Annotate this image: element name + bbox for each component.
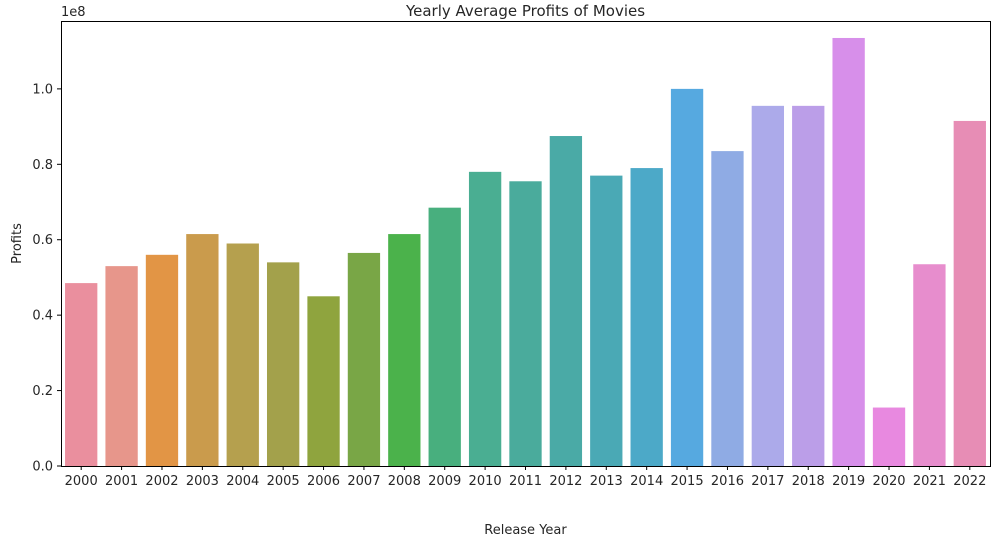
- bar-2012: [549, 136, 583, 466]
- x-tick-label: 2012: [549, 474, 582, 489]
- bar-2011: [509, 181, 542, 466]
- x-axis-label: Release Year: [484, 523, 567, 538]
- bar-2006: [307, 296, 340, 466]
- y-tick-label: 0.4: [32, 309, 53, 324]
- x-tick-label: 2017: [751, 474, 784, 489]
- x-tick-label: 2007: [347, 474, 380, 489]
- x-tick-label: 2003: [186, 474, 219, 489]
- bar-2000: [65, 283, 98, 466]
- bar-2018: [792, 105, 825, 467]
- y-tick-label: 0.8: [32, 158, 53, 173]
- x-tick-label: 2018: [792, 474, 825, 489]
- bar-2008: [388, 234, 421, 466]
- x-tick-label: 2019: [832, 474, 865, 489]
- y-axis-ticks: 0.0 0.2 0.4 0.6 0.8 1.0: [32, 82, 61, 475]
- bar-2003: [186, 234, 219, 466]
- y-tick-label: 0.0: [32, 460, 53, 475]
- bar-2002: [145, 254, 179, 466]
- y-axis-label: Profits: [10, 223, 25, 264]
- x-tick-label: 2020: [872, 474, 905, 489]
- x-tick-label: 2014: [630, 474, 663, 489]
- bar-2001: [105, 266, 138, 466]
- bar-2014: [630, 168, 663, 466]
- x-tick-label: 2009: [428, 474, 461, 489]
- bar-2021: [913, 264, 946, 466]
- x-tick-label: 2011: [509, 474, 542, 489]
- x-tick-label: 2002: [145, 474, 178, 489]
- bar-2009: [428, 207, 461, 467]
- bar-2017: [751, 105, 785, 467]
- bar-2005: [266, 262, 300, 466]
- x-tick-label: 2000: [65, 474, 98, 489]
- x-tick-label: 2022: [953, 474, 986, 489]
- bar-2015: [670, 88, 704, 467]
- x-tick-label: 2008: [388, 474, 421, 489]
- chart-title: Yearly Average Profits of Movies: [405, 2, 645, 20]
- y-tick-label: 1.0: [32, 82, 53, 97]
- bar-2016: [711, 151, 744, 466]
- x-tick-label: 2006: [307, 474, 340, 489]
- bar-2007: [347, 252, 381, 466]
- bar-2013: [590, 175, 623, 466]
- y-tick-label: 0.6: [32, 233, 53, 248]
- bar-2010: [468, 171, 502, 466]
- bar-2004: [226, 243, 259, 466]
- bar-2020: [872, 407, 906, 466]
- y-tick-label: 0.2: [32, 384, 53, 399]
- x-tick-label: 2016: [711, 474, 744, 489]
- x-axis-ticks: 2000 2001 2002 2003 2004 2005 2006 2007 2008 2009…: [65, 466, 986, 489]
- x-tick-label: 2015: [671, 474, 704, 489]
- plot-area-frame: [61, 21, 991, 467]
- bar-2019: [832, 37, 865, 467]
- x-tick-label: 2001: [105, 474, 138, 489]
- x-tick-label: 2021: [913, 474, 946, 489]
- bar-2022: [953, 120, 986, 467]
- y-axis-offset-label: 1e8: [61, 5, 86, 20]
- x-tick-label: 2004: [226, 474, 259, 489]
- bars-group: [65, 37, 986, 467]
- x-tick-label: 2010: [469, 474, 502, 489]
- x-tick-label: 2005: [267, 474, 300, 489]
- x-tick-label: 2013: [590, 474, 623, 489]
